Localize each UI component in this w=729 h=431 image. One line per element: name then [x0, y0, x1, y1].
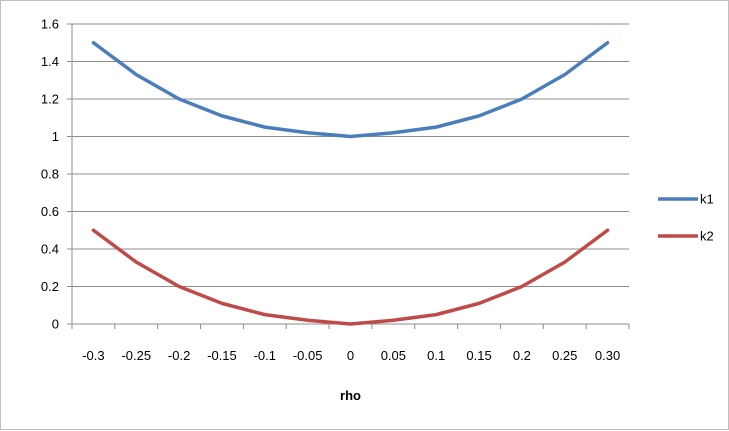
series-line-k2	[91, 228, 610, 326]
x-tick-label: 0.15	[466, 348, 491, 363]
x-tick-label: -0.25	[121, 348, 151, 363]
x-tick-label: 0	[347, 348, 354, 363]
x-tick-label: -0.05	[293, 348, 323, 363]
legend-label-k2: k2	[700, 229, 714, 244]
y-tick-label: 0.2	[41, 279, 59, 294]
y-tick-label: 0	[52, 317, 59, 332]
grid-lines	[72, 23, 629, 325]
x-tick-label: 0.25	[552, 348, 577, 363]
x-tick-label: 0.2	[513, 348, 531, 363]
y-tick-label: 1.2	[41, 92, 59, 107]
y-tick-label: 1	[52, 129, 59, 144]
legend-label-k1: k1	[700, 192, 714, 207]
x-tick-label: 0.30	[595, 348, 620, 363]
y-tick-label: 1.4	[41, 54, 59, 69]
legend: k1 k2	[658, 192, 714, 244]
x-tick-label: 0.05	[381, 348, 406, 363]
x-axis-title: rho	[340, 388, 361, 403]
y-tick-label: 0.8	[41, 167, 59, 182]
axes	[67, 23, 630, 329]
x-tick-label: -0.2	[168, 348, 190, 363]
x-tick-label: -0.1	[254, 348, 276, 363]
x-tick-label: -0.3	[82, 348, 104, 363]
y-tick-label: 0.4	[41, 242, 59, 257]
y-tick-labels: 0 0.2 0.4 0.6 0.8 1 1.2 1.4 1.6	[41, 17, 59, 332]
x-tick-labels: -0.3 -0.25 -0.2 -0.15 -0.1 -0.05 0 0.05 0.1 0.15 0…	[82, 348, 620, 363]
y-tick-label: 0.6	[41, 204, 59, 219]
x-tick-label: 0.1	[427, 348, 445, 363]
series-line-k1	[91, 41, 610, 139]
series-lines	[91, 41, 610, 326]
y-tick-label: 1.6	[41, 17, 59, 32]
x-tick-label: -0.15	[207, 348, 237, 363]
